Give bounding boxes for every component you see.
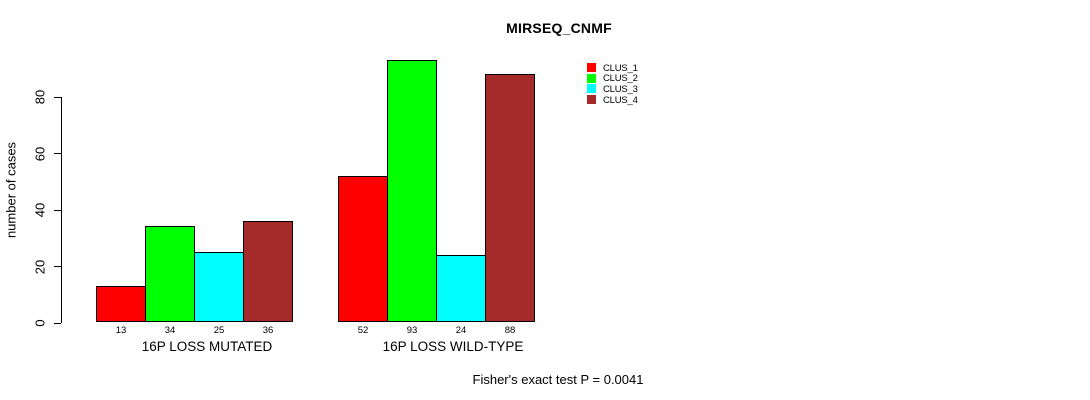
bar-clus_4-group2 xyxy=(485,73,535,323)
legend-swatch-clus_2 xyxy=(587,73,596,83)
y-axis-tick xyxy=(54,322,61,324)
y-axis-tick-label: 0 xyxy=(32,319,48,327)
bar-value-label: 25 xyxy=(213,324,225,336)
y-axis-tick-label: 60 xyxy=(32,146,48,161)
x-axis-group-label: 16P LOSS WILD-TYPE xyxy=(382,339,524,354)
bar-clus_3-group2 xyxy=(436,254,486,323)
legend-label-clus_3: CLUS_3 xyxy=(603,83,638,95)
bar-clus_2-group1 xyxy=(145,226,195,323)
bar-value-label: 52 xyxy=(357,324,369,336)
legend-label-clus_2: CLUS_2 xyxy=(603,73,638,85)
bar-value-label: 13 xyxy=(115,324,127,336)
legend-swatch-clus_3 xyxy=(587,84,596,94)
y-axis-tick-label: 40 xyxy=(32,202,48,218)
bar-clus_4-group1 xyxy=(243,220,293,323)
bar-value-label: 34 xyxy=(164,324,176,336)
bar-value-label: 36 xyxy=(262,324,274,336)
y-axis-tick-label: 20 xyxy=(32,259,48,274)
y-axis-tick xyxy=(54,209,61,211)
legend-swatch-clus_4 xyxy=(587,95,596,105)
y-axis-line xyxy=(61,96,62,324)
bar-clus_1-group1 xyxy=(96,285,146,323)
fisher-test-annotation: Fisher's exact test P = 0.0041 xyxy=(472,372,644,387)
y-axis-tick-label: 80 xyxy=(32,89,48,105)
bar-clus_1-group2 xyxy=(338,175,388,323)
legend-label-clus_1: CLUS_1 xyxy=(603,62,638,74)
legend-swatch-clus_1 xyxy=(587,63,596,72)
chart-title: MIRSEQ_CNMF xyxy=(506,20,612,36)
y-axis-tick xyxy=(54,153,61,155)
x-axis-group-label: 16P LOSS MUTATED xyxy=(141,339,273,354)
y-axis-label: number of cases xyxy=(3,141,19,239)
bar-value-label: 93 xyxy=(406,324,418,336)
y-axis-tick xyxy=(54,266,61,267)
bar-value-label: 88 xyxy=(504,324,516,336)
legend-label-clus_4: CLUS_4 xyxy=(603,94,638,106)
y-axis-tick xyxy=(54,96,61,98)
bar-value-label: 24 xyxy=(455,324,467,336)
bar-clus_3-group1 xyxy=(194,251,244,323)
bar-clus_2-group2 xyxy=(387,59,437,323)
